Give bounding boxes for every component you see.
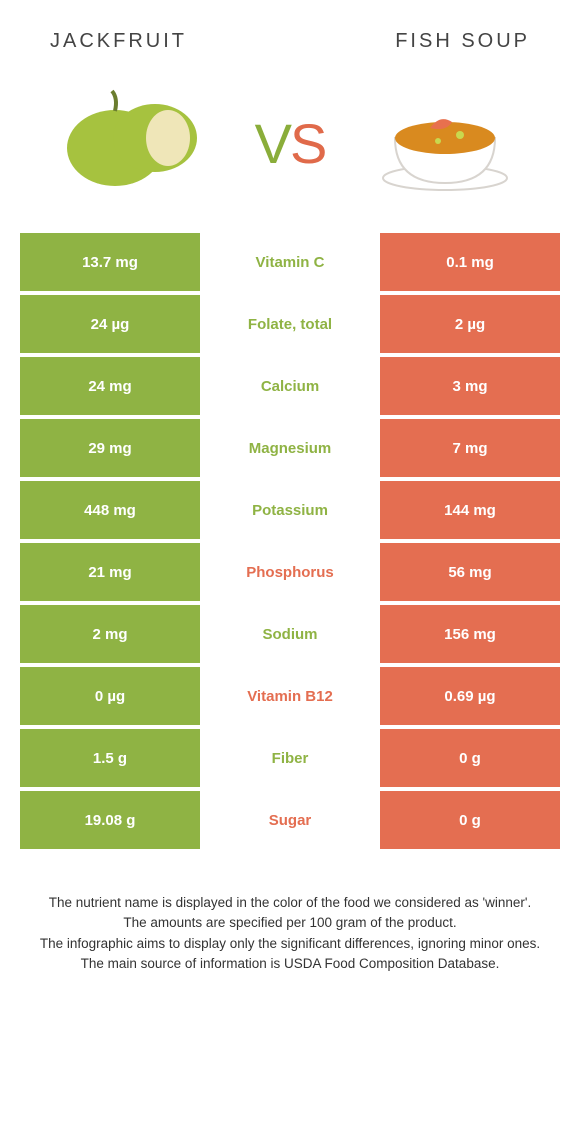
header: Jackfruit Fish soup <box>0 0 580 63</box>
table-row: 29 mgMagnesium7 mg <box>20 419 560 477</box>
footer-line: The amounts are specified per 100 gram o… <box>30 913 550 933</box>
right-value: 0 g <box>380 791 560 849</box>
table-row: 0 µgVitamin B120.69 µg <box>20 667 560 725</box>
footer-notes: The nutrient name is displayed in the co… <box>0 853 580 974</box>
left-value: 13.7 mg <box>20 233 200 291</box>
vs-label: VS <box>255 111 326 176</box>
table-row: 24 mgCalcium3 mg <box>20 357 560 415</box>
left-value: 24 mg <box>20 357 200 415</box>
left-value: 29 mg <box>20 419 200 477</box>
right-value: 0.1 mg <box>380 233 560 291</box>
nutrient-name: Magnesium <box>200 419 380 477</box>
nutrient-name: Phosphorus <box>200 543 380 601</box>
footer-line: The main source of information is USDA F… <box>30 954 550 974</box>
left-value: 21 mg <box>20 543 200 601</box>
table-row: 13.7 mgVitamin C0.1 mg <box>20 233 560 291</box>
title-right: Fish soup <box>395 30 530 53</box>
nutrient-name: Potassium <box>200 481 380 539</box>
right-value: 56 mg <box>380 543 560 601</box>
nutrient-name: Vitamin B12 <box>200 667 380 725</box>
left-value: 0 µg <box>20 667 200 725</box>
comparison-table: 13.7 mgVitamin C0.1 mg24 µgFolate, total… <box>0 233 580 849</box>
vs-s: S <box>290 112 325 175</box>
table-row: 1.5 gFiber0 g <box>20 729 560 787</box>
table-row: 24 µgFolate, total2 µg <box>20 295 560 353</box>
table-row: 19.08 gSugar0 g <box>20 791 560 849</box>
table-row: 448 mgPotassium144 mg <box>20 481 560 539</box>
image-row: VS <box>0 63 580 233</box>
nutrient-name: Vitamin C <box>200 233 380 291</box>
jackfruit-image <box>60 83 210 203</box>
left-value: 1.5 g <box>20 729 200 787</box>
right-value: 144 mg <box>380 481 560 539</box>
left-value: 448 mg <box>20 481 200 539</box>
right-value: 0.69 µg <box>380 667 560 725</box>
left-value: 19.08 g <box>20 791 200 849</box>
nutrient-name: Fiber <box>200 729 380 787</box>
right-value: 156 mg <box>380 605 560 663</box>
right-value: 3 mg <box>380 357 560 415</box>
left-value: 2 mg <box>20 605 200 663</box>
nutrient-name: Sodium <box>200 605 380 663</box>
fish-soup-image <box>370 83 520 203</box>
table-row: 2 mgSodium156 mg <box>20 605 560 663</box>
right-value: 7 mg <box>380 419 560 477</box>
table-row: 21 mgPhosphorus56 mg <box>20 543 560 601</box>
right-value: 2 µg <box>380 295 560 353</box>
right-value: 0 g <box>380 729 560 787</box>
vs-v: V <box>255 112 290 175</box>
title-left: Jackfruit <box>50 30 187 53</box>
nutrient-name: Folate, total <box>200 295 380 353</box>
nutrient-name: Sugar <box>200 791 380 849</box>
nutrient-name: Calcium <box>200 357 380 415</box>
footer-line: The infographic aims to display only the… <box>30 934 550 954</box>
footer-line: The nutrient name is displayed in the co… <box>30 893 550 913</box>
left-value: 24 µg <box>20 295 200 353</box>
